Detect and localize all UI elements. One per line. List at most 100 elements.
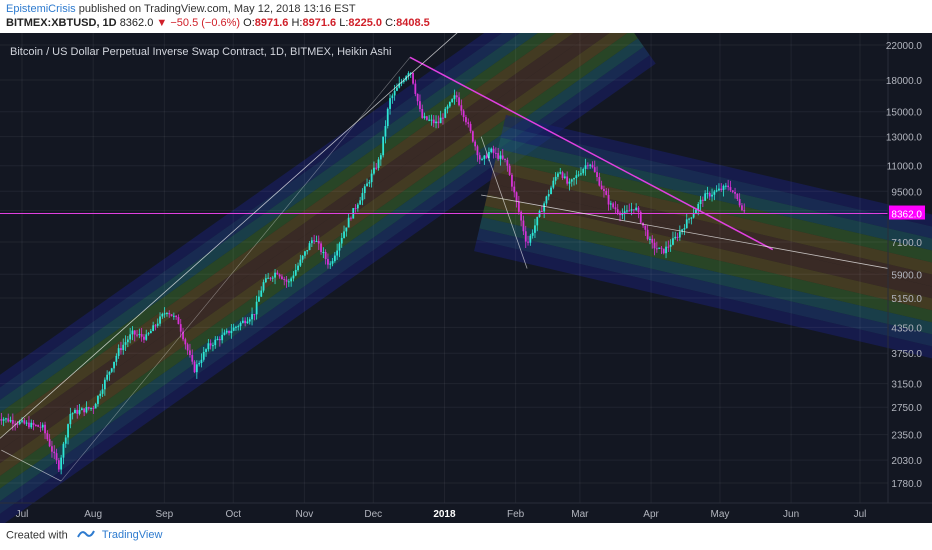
candle-body	[676, 236, 679, 238]
price-tick-label: 2350.0	[891, 431, 922, 442]
candle-body	[37, 425, 40, 427]
candle-body	[122, 344, 125, 351]
candle-body	[343, 231, 345, 238]
candle-body	[327, 259, 329, 265]
candle-body	[398, 83, 401, 88]
falling-channel-band	[484, 194, 932, 311]
candle-body	[432, 119, 435, 124]
candle-body	[182, 331, 184, 340]
candle-body	[198, 363, 201, 365]
candle-body	[271, 277, 274, 279]
price-tick-label: 15000.0	[886, 108, 923, 119]
candle-body	[301, 255, 304, 260]
candle-body	[78, 410, 81, 414]
candle-body	[442, 117, 444, 119]
candle-body	[267, 277, 270, 279]
candle-body	[674, 236, 677, 239]
candle-body	[609, 203, 612, 205]
price-chart[interactable]: 22000.0 18000.0 15000.0 13000.0 11000.0 9500.…	[0, 33, 932, 523]
candle-body	[189, 350, 191, 356]
candle-body	[67, 424, 69, 438]
change-value: −50.5 (−0.6%)	[170, 17, 241, 29]
candle-body	[425, 116, 428, 120]
time-tick-label: 2018	[433, 509, 456, 520]
time-tick-label: Jul	[16, 509, 29, 520]
candle-body	[628, 210, 631, 212]
candle-body	[506, 160, 509, 166]
candle-body	[697, 203, 700, 210]
candle-body	[718, 188, 720, 191]
candle-body	[269, 277, 272, 279]
candle-body	[720, 188, 723, 191]
candle-body	[467, 122, 470, 124]
candle-body	[655, 248, 658, 250]
candle-body	[400, 81, 403, 84]
time-tick-label: Sep	[155, 509, 173, 520]
candle-body	[175, 315, 178, 318]
candle-body	[354, 208, 357, 210]
candle-body	[409, 72, 412, 74]
price-marker-bg	[889, 206, 925, 220]
candle-body	[225, 330, 228, 333]
price-axis[interactable]: 22000.0 18000.0 15000.0 13000.0 11000.0 9500.…	[886, 41, 925, 490]
time-tick-label: Nov	[295, 509, 313, 520]
candle-body	[60, 457, 63, 470]
candle-body	[460, 105, 463, 111]
candle-body	[414, 83, 417, 94]
candle-body	[126, 339, 129, 343]
candle-body	[402, 80, 405, 82]
candle-body	[552, 180, 555, 188]
time-axis[interactable]: Jul Aug Sep Oct Nov Dec 2018 Feb Mar Apr May Jun Jul	[16, 509, 867, 520]
candle-body	[262, 282, 265, 291]
candle-body	[695, 209, 697, 214]
price-tick-label: 1780.0	[891, 479, 922, 490]
candle-body	[46, 433, 49, 440]
candle-body	[476, 146, 479, 156]
candle-body	[306, 250, 309, 252]
candle-body	[373, 167, 375, 174]
candle-body	[446, 106, 449, 109]
candle-body	[616, 209, 619, 213]
candle-body	[317, 241, 320, 244]
candle-body	[379, 155, 382, 160]
tradingview-logo-icon	[76, 529, 95, 542]
pitchfork-channels	[0, 33, 932, 523]
candle-body	[734, 192, 736, 194]
candle-body	[246, 321, 249, 324]
candle-body	[292, 275, 295, 279]
author-link[interactable]: EpistemiCrisis	[6, 3, 76, 15]
candle-body	[2, 419, 5, 421]
candle-body	[575, 175, 578, 179]
trendlines	[0, 33, 889, 482]
candle-body	[614, 207, 617, 210]
candle-body	[396, 87, 398, 91]
candle-body	[315, 241, 318, 243]
tradingview-brand-link[interactable]: TradingView	[101, 529, 163, 542]
pivot-line-1	[1, 449, 62, 482]
price-tick-label: 18000.0	[886, 76, 923, 87]
candle-body	[681, 229, 684, 232]
candle-body	[90, 407, 92, 409]
candle-body	[51, 446, 53, 452]
time-tick-label: Mar	[571, 509, 589, 520]
candle-body	[159, 316, 161, 324]
candle-body	[53, 451, 56, 454]
candle-body	[184, 339, 187, 345]
candle-body	[658, 247, 661, 249]
candle-body	[179, 324, 182, 332]
candle-body	[727, 185, 730, 188]
candle-body	[276, 272, 279, 275]
candle-body	[336, 250, 339, 256]
candle-body	[138, 334, 141, 336]
candle-body	[382, 136, 385, 156]
candle-body	[699, 199, 702, 204]
candle-body	[21, 420, 23, 422]
candle-body	[685, 219, 688, 229]
candle-body	[195, 364, 198, 373]
candle-body	[715, 190, 718, 192]
candle-body	[492, 148, 495, 153]
candle-body	[278, 274, 281, 277]
candle-body	[97, 395, 99, 404]
candle-body	[416, 93, 419, 102]
candle-body	[646, 229, 649, 240]
